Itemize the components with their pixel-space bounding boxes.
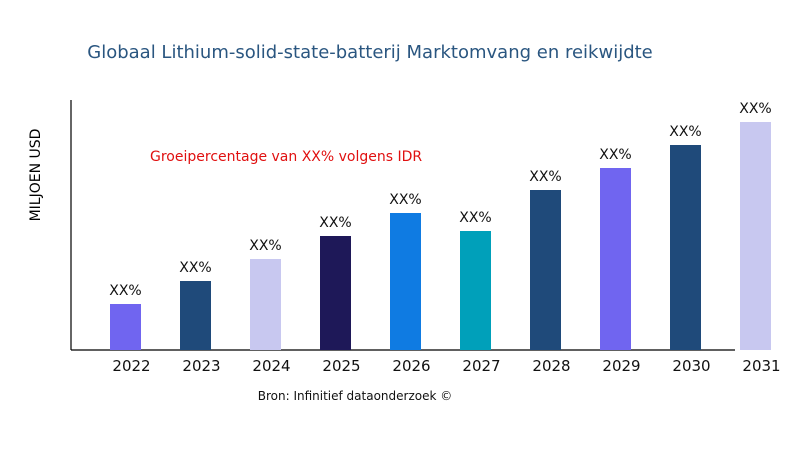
x-tick-2027: 2027 xyxy=(462,357,500,375)
bar-2030 xyxy=(670,145,701,350)
bar-2026 xyxy=(390,213,421,350)
x-tick-2031: 2031 xyxy=(742,357,780,375)
x-tick-2022: 2022 xyxy=(112,357,150,375)
y-axis-label: MILJOEN USD xyxy=(28,129,44,222)
data-label-2028: XX% xyxy=(529,169,561,185)
bar-2025 xyxy=(320,236,351,350)
data-label-2022: XX% xyxy=(109,283,141,299)
data-label-2029: XX% xyxy=(599,147,631,163)
x-tick-2029: 2029 xyxy=(602,357,640,375)
bar-2027 xyxy=(460,231,491,350)
data-label-2031: XX% xyxy=(739,101,771,117)
bar-2022 xyxy=(110,304,141,350)
bar-2029 xyxy=(600,168,631,350)
data-label-2025: XX% xyxy=(319,215,351,231)
x-tick-2024: 2024 xyxy=(252,357,290,375)
data-label-2027: XX% xyxy=(459,210,491,226)
bar-2024 xyxy=(250,259,281,350)
bar-2031 xyxy=(740,122,771,350)
data-label-2026: XX% xyxy=(389,192,421,208)
x-tick-2023: 2023 xyxy=(182,357,220,375)
data-label-2024: XX% xyxy=(249,238,281,254)
x-tick-2026: 2026 xyxy=(392,357,430,375)
data-label-2023: XX% xyxy=(179,260,211,276)
x-tick-2030: 2030 xyxy=(672,357,710,375)
data-label-2030: XX% xyxy=(669,124,701,140)
x-tick-2028: 2028 xyxy=(532,357,570,375)
bar-2028 xyxy=(530,190,561,350)
growth-annotation: Groeipercentage van XX% volgens IDR xyxy=(150,149,422,165)
chart-title: Globaal Lithium-solid-state-batterij Mar… xyxy=(87,42,653,63)
bar-2023 xyxy=(180,281,211,350)
source-note: Bron: Infinitief dataonderzoek © xyxy=(258,389,453,403)
x-tick-2025: 2025 xyxy=(322,357,360,375)
